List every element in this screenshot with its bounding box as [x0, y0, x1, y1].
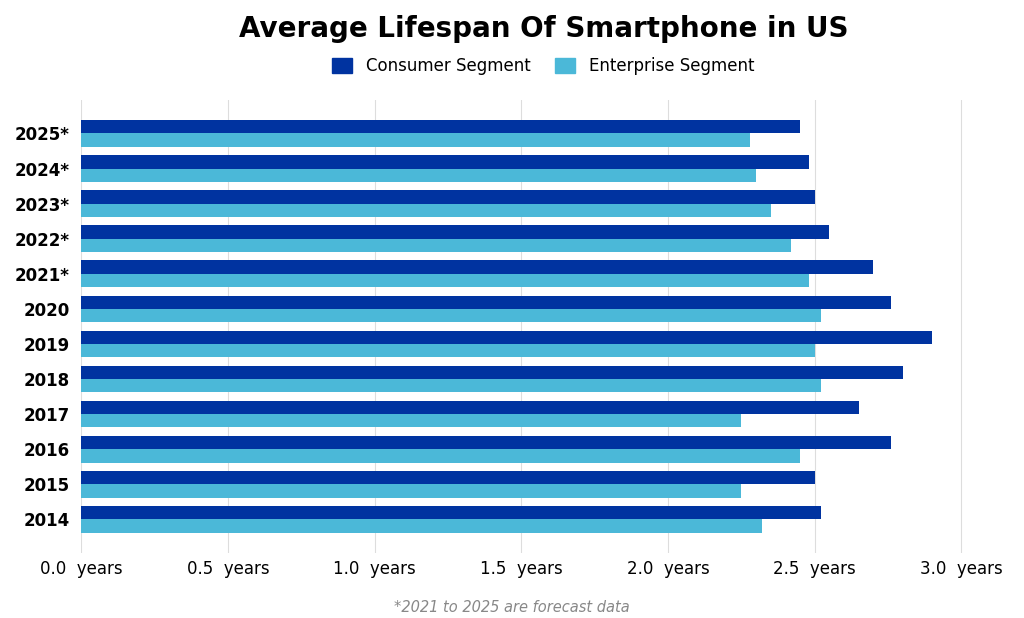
Bar: [81, 260, 873, 274]
Bar: [81, 331, 932, 344]
Bar: [81, 133, 751, 147]
Bar: [81, 120, 800, 133]
Bar: [81, 169, 756, 182]
Bar: [81, 226, 829, 239]
Bar: [81, 366, 903, 379]
Bar: [81, 203, 771, 217]
Bar: [81, 190, 815, 203]
Bar: [81, 379, 820, 392]
Bar: [81, 519, 762, 533]
Bar: [81, 274, 809, 287]
Bar: [81, 471, 815, 485]
Legend: Consumer Segment, Enterprise Segment: Consumer Segment, Enterprise Segment: [324, 49, 763, 83]
Bar: [81, 506, 820, 519]
Bar: [81, 344, 815, 357]
Bar: [81, 309, 820, 322]
Bar: [81, 295, 891, 309]
Bar: [81, 401, 859, 414]
Bar: [81, 414, 741, 428]
Bar: [81, 449, 800, 462]
Title: Average Lifespan Of Smartphone in US: Average Lifespan Of Smartphone in US: [239, 15, 848, 43]
Text: *2021 to 2025 are forecast data: *2021 to 2025 are forecast data: [394, 600, 630, 615]
Bar: [81, 155, 809, 169]
Bar: [81, 436, 891, 449]
Bar: [81, 485, 741, 497]
Bar: [81, 239, 792, 252]
